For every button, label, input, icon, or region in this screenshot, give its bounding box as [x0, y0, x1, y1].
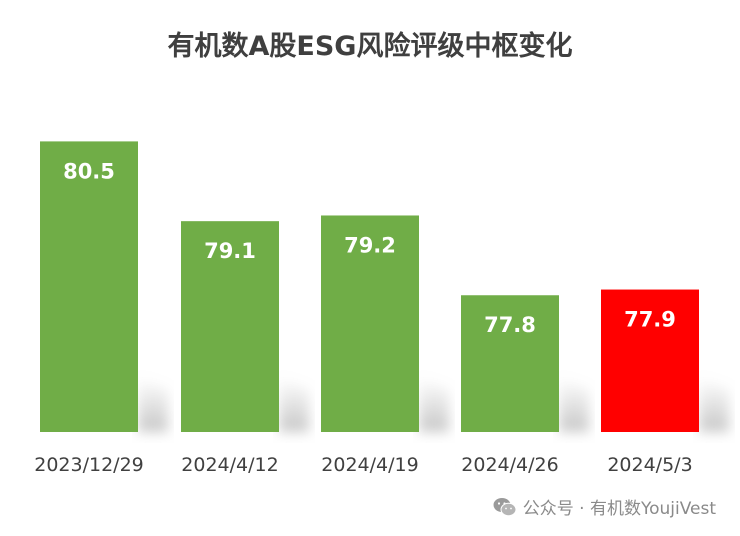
bar-2024/4/19 [321, 215, 419, 432]
data-label: 77.9 [624, 308, 676, 332]
x-tick-label: 2023/12/29 [34, 454, 144, 476]
data-label: 77.8 [484, 313, 536, 337]
wechat-icon [493, 497, 517, 516]
data-label: 79.2 [344, 233, 396, 257]
x-tick-label: 2024/4/12 [181, 454, 278, 476]
data-label: 79.1 [204, 239, 256, 263]
bar-2023/12/29 [40, 141, 138, 432]
chart-title: 有机数A股ESG风险评级中枢变化 [167, 31, 573, 62]
bar-shadow [559, 377, 589, 432]
x-tick-label: 2024/5/3 [607, 454, 692, 476]
bar-shadow [279, 377, 309, 432]
bar-shadow [138, 377, 168, 432]
bar-2024/4/26 [461, 295, 559, 432]
data-label: 80.5 [63, 159, 115, 183]
bar-shadow [699, 377, 729, 432]
x-tick-label: 2024/4/26 [461, 454, 558, 476]
x-tick-label: 2024/4/19 [321, 454, 418, 476]
bar-2024/4/12 [181, 221, 279, 432]
bar-2024/5/3 [601, 289, 699, 432]
watermark: 公众号 · 有机数YoujiVest [493, 494, 716, 519]
bar-shadow [419, 377, 449, 432]
watermark-text: 公众号 · 有机数YoujiVest [522, 499, 716, 519]
